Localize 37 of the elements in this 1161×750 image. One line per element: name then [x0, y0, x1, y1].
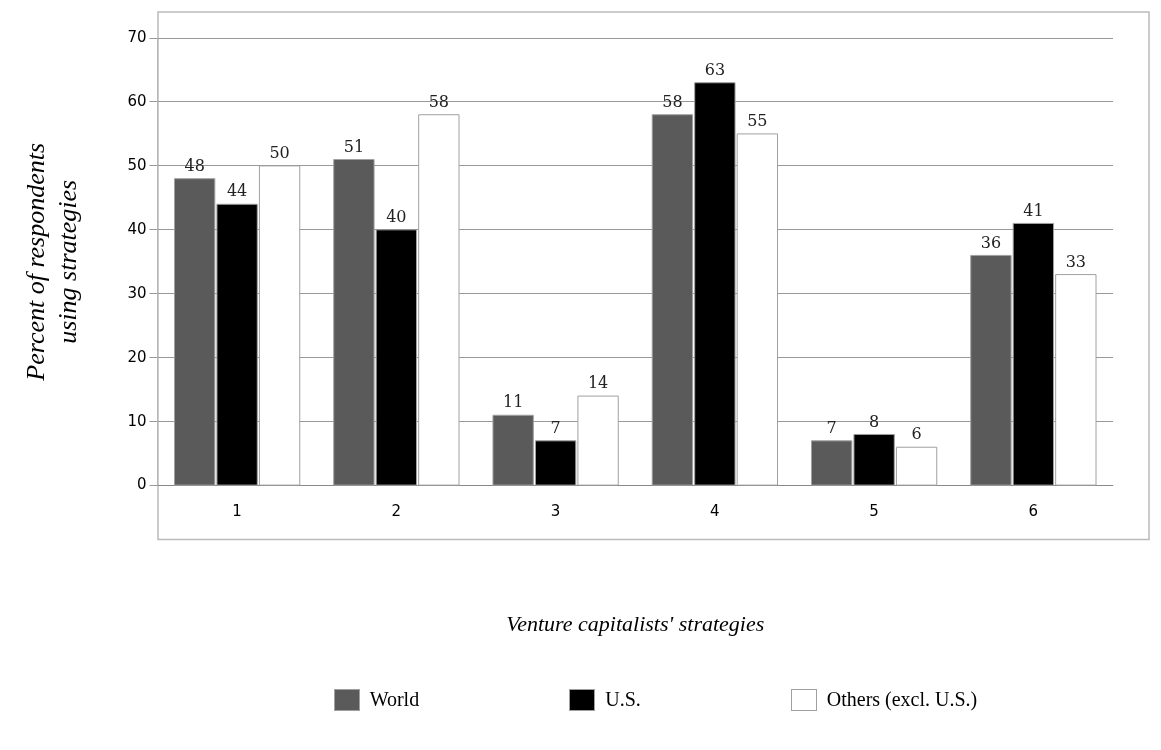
y-tick-label: 20	[127, 347, 147, 366]
legend-label: Others (excl. U.S.)	[826, 688, 978, 711]
x-tick-label: 4	[710, 502, 720, 521]
data-label: 55	[747, 111, 768, 131]
data-label: 51	[343, 136, 365, 156]
y-tick-label: 60	[127, 91, 147, 110]
legend-label: U.S.	[605, 688, 641, 711]
data-label: 8	[869, 411, 880, 431]
data-label: 6	[911, 424, 922, 444]
y-tick-label: 0	[136, 475, 147, 494]
data-label: 33	[1065, 251, 1087, 271]
data-label: 40	[386, 206, 407, 226]
y-axis-title: Percent of respondents using strategies	[21, 142, 82, 382]
legend-label: World	[369, 688, 420, 711]
x-tick-label: 3	[550, 502, 561, 521]
data-label: 48	[184, 155, 205, 175]
x-tick-label: 6	[1028, 502, 1039, 521]
x-axis-title: Venture capitalists' strategies	[506, 610, 765, 636]
data-label: 63	[704, 59, 726, 79]
data-label: 58	[428, 91, 450, 111]
y-tick-label: 50	[127, 155, 147, 174]
y-tick-label: 10	[127, 411, 147, 430]
data-label: 7	[550, 418, 561, 437]
data-label: 14	[587, 373, 609, 393]
data-label: 36	[980, 232, 1002, 252]
y-tick-label: 70	[127, 27, 147, 46]
data-label: 11	[502, 392, 524, 412]
data-label: 7	[826, 418, 837, 437]
data-label: 41	[1023, 200, 1044, 220]
x-tick-label: 1	[232, 502, 242, 521]
y-tick-label: 30	[127, 283, 147, 302]
x-tick-label: 2	[391, 502, 402, 521]
data-label: 50	[269, 143, 290, 163]
x-tick-label: 5	[869, 502, 879, 521]
data-label: 58	[662, 91, 683, 111]
data-label: 44	[226, 181, 248, 201]
y-tick-label: 40	[127, 219, 147, 238]
